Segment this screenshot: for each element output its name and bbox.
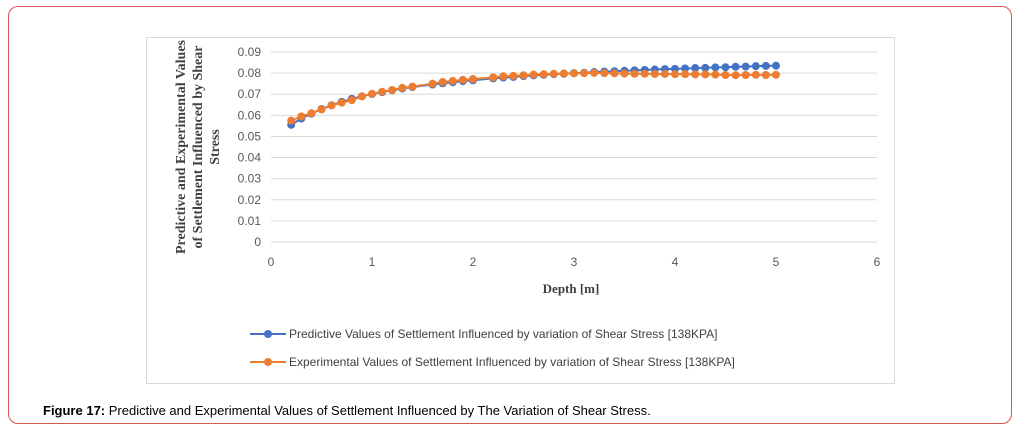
data-point-series-2 [357,92,366,101]
data-point-series-2 [640,69,649,78]
data-point-series-2 [368,89,376,98]
data-point-series-2 [499,72,508,81]
data-point-series-1 [681,64,690,73]
x-tick-label: 0 [268,255,275,269]
data-point-series-2 [428,79,437,88]
y-axis-label-line: Stress [208,129,223,165]
x-tick-label: 6 [874,255,881,269]
data-point-series-2 [711,70,720,79]
y-axis-label-line: Predictive and Experimental Values [174,39,189,254]
x-tick-label: 3 [571,255,578,269]
data-point-series-2 [458,75,467,84]
y-axis-label-line: of Settlement Influenced by Shear [191,46,206,249]
data-point-series-2 [398,83,407,92]
data-point-series-2 [559,69,568,78]
data-point-series-1 [751,62,760,71]
figure-frame: 0 0.01 0.02 0.03 0.04 0.05 0.06 0.07 0.08 0.09 0 1 2… [8,6,1012,424]
data-point-series-2 [388,86,397,94]
data-point-series-1 [721,63,730,72]
x-axis-label: Depth [m] [543,281,600,296]
data-point-series-2 [327,101,336,110]
data-point-series-2 [519,71,528,80]
data-point-series-2 [539,70,548,79]
x-tick-label: 5 [773,255,780,269]
y-tick-label: 0.04 [238,151,262,165]
data-point-series-2 [751,70,760,79]
data-point-series-2 [297,112,306,121]
data-point-series-1 [772,61,780,70]
y-tick-label: 0 [254,235,261,249]
data-point-series-2 [772,70,780,79]
data-point-series-2 [590,68,599,77]
data-point-series-1 [691,64,700,73]
y-tick-label: 0.07 [238,87,262,101]
settlement-chart: 0 0.01 0.02 0.03 0.04 0.05 0.06 0.07 0.08 0.09 0 1 2… [174,39,881,369]
data-point-series-2 [620,69,629,78]
data-point-series-2 [731,71,740,80]
data-point-series-2 [408,82,417,91]
data-point-series-2 [580,69,589,78]
data-point-series-1 [741,62,750,71]
data-point-series-2 [630,69,639,78]
data-point-series-2 [681,70,690,79]
x-tick-label: 4 [672,255,679,269]
data-point-series-2 [570,69,578,78]
data-point-series-2 [307,109,316,118]
data-point-series-2 [741,71,750,80]
data-point-series-2 [691,70,700,79]
data-point-series-2 [509,71,518,80]
chart-area: 0 0.01 0.02 0.03 0.04 0.05 0.06 0.07 0.08 0.09 0 1 2… [146,37,895,384]
x-tick-label: 2 [470,255,477,269]
data-point-series-2 [489,73,498,82]
legend-label-2: Experimental Values of Settlement Influe… [289,355,735,369]
data-point-series-2 [337,98,346,107]
data-point-series-2 [671,70,679,79]
y-tick-label: 0.01 [238,214,262,228]
data-point-series-2 [600,69,609,78]
data-point-series-1 [701,63,710,72]
y-tick-label: 0.09 [238,45,262,59]
y-tick-label: 0.05 [238,129,262,143]
data-point-series-2 [721,71,730,80]
figure-caption: Figure 17: Predictive and Experimental V… [43,403,651,418]
y-tick-label: 0.06 [238,108,262,122]
data-point-series-1 [731,62,740,71]
data-point-series-2 [378,87,387,96]
data-point-series-2 [660,69,669,78]
figure-label: Figure 17: [43,403,106,418]
legend-marker-1 [264,330,272,338]
y-tick-label: 0.08 [238,66,262,80]
data-point-series-2 [448,76,457,85]
y-axis-label: Predictive and Experimental Values of Set… [174,39,223,254]
data-point-series-2 [549,69,558,78]
data-point-series-2 [610,69,619,78]
data-point-series-1 [711,63,720,72]
x-tick-label: 1 [369,255,376,269]
y-tick-label: 0.03 [238,172,262,186]
legend-label-1: Predictive Values of Settlement Influenc… [289,327,717,341]
legend-marker-2 [264,358,272,366]
data-point-series-2 [529,70,538,79]
figure-caption-text: Predictive and Experimental Values of Se… [105,403,651,418]
data-point-series-2 [469,75,477,84]
data-point-series-2 [761,71,770,80]
data-point-series-2 [347,96,356,105]
data-point-series-2 [287,116,296,125]
data-point-series-2 [317,105,326,114]
data-point-series-2 [701,70,710,79]
data-point-series-2 [438,77,447,86]
data-point-series-2 [650,69,659,78]
y-tick-label: 0.02 [238,193,262,207]
data-point-series-1 [761,61,770,70]
